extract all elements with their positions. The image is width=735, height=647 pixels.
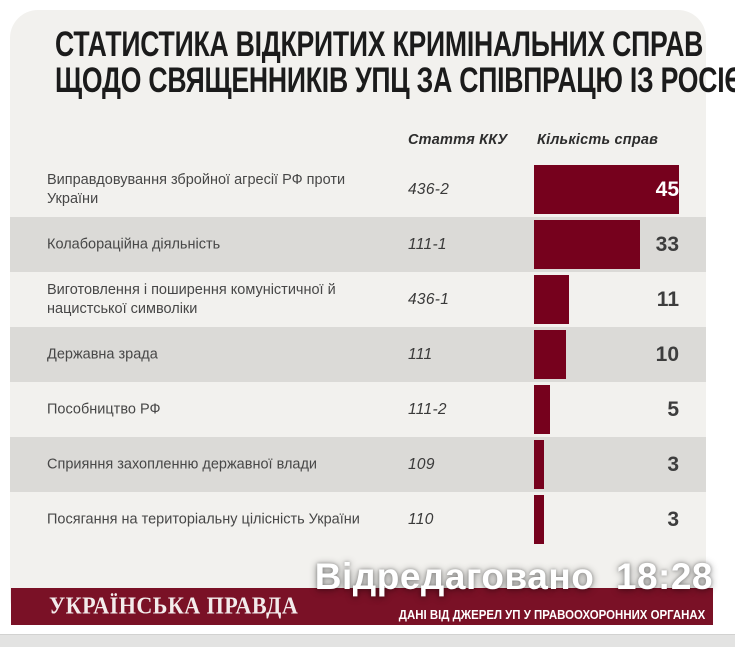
column-header-count: Кількість справ xyxy=(537,132,659,148)
bar-cell: 3 xyxy=(534,437,706,492)
brand-logo: УКРАЇНСЬКА ПРАВДА xyxy=(49,593,299,619)
row-value: 11 xyxy=(656,287,679,311)
column-header-article: Стаття ККУ xyxy=(408,132,508,148)
table-row: Сприяння захопленню державної влади 109 3 xyxy=(10,437,706,492)
row-value: 3 xyxy=(667,507,679,531)
bar-cell: 5 xyxy=(534,382,706,437)
row-value: 5 xyxy=(667,397,679,421)
chart-rows: Виправдовування збройної агресії РФ прот… xyxy=(10,162,706,547)
bar-cell: 11 xyxy=(534,272,706,327)
page-title: СТАТИСТИКА ВІДКРИТИХ КРИМІНАЛЬНИХ СПРАВ … xyxy=(55,27,735,99)
bar xyxy=(534,165,679,214)
row-label: Пособництво РФ xyxy=(47,401,161,417)
footer-band: УКРАЇНСЬКА ПРАВДА ДАНІ ВІД ДЖЕРЕЛ УП У П… xyxy=(11,588,713,625)
row-article: 436-2 xyxy=(408,180,450,198)
page-title-line1: СТАТИСТИКА ВІДКРИТИХ КРИМІНАЛЬНИХ СПРАВ xyxy=(55,25,704,64)
bar-cell: 3 xyxy=(534,492,706,547)
table-row: Виправдовування збройної агресії РФ прот… xyxy=(10,162,706,217)
row-article: 436-1 xyxy=(408,290,450,308)
row-value: 33 xyxy=(655,232,679,256)
bar-cell: 10 xyxy=(534,327,706,382)
row-label: Державна зрада xyxy=(47,346,158,362)
row-label: Колабораційна діяльність xyxy=(47,236,221,252)
row-article: 109 xyxy=(408,455,435,473)
edited-watermark: Відредаговано 18:28 xyxy=(314,556,713,597)
row-label: Сприяння захопленню державної влади xyxy=(47,456,318,472)
row-label: Виправдовування збройної агресії РФ прот… xyxy=(47,171,346,207)
table-row: Пособництво РФ 111-2 5 xyxy=(10,382,706,437)
bar xyxy=(534,440,544,489)
row-label: Посягання на територіальну цілісність Ук… xyxy=(47,511,360,527)
bar-cell: 33 xyxy=(534,217,706,272)
source-note: ДАНІ ВІД ДЖЕРЕЛ УП У ПРАВООХОРОННИХ ОРГА… xyxy=(398,607,705,622)
row-article: 111-2 xyxy=(408,400,447,418)
row-article: 110 xyxy=(408,510,434,528)
bar xyxy=(534,275,569,324)
table-row: Виготовлення і поширення комуністичної й… xyxy=(10,272,706,327)
table-row: Державна зрада 111 10 xyxy=(10,327,706,382)
bar xyxy=(534,495,544,544)
infographic-card: СТАТИСТИКА ВІДКРИТИХ КРИМІНАЛЬНИХ СПРАВ … xyxy=(10,10,735,625)
row-article: 111 xyxy=(408,345,433,363)
page-title-line2: ЩОДО СВЯЩЕННИКІВ УПЦ ЗА СПІВПРАЦЮ ІЗ РОС… xyxy=(55,61,735,100)
bar xyxy=(534,220,640,269)
bar xyxy=(534,330,566,379)
row-label: Виготовлення і поширення комуністичної й… xyxy=(47,281,336,317)
row-value: 3 xyxy=(667,452,679,476)
bar xyxy=(534,385,550,434)
table-row: Посягання на територіальну цілісність Ук… xyxy=(10,492,706,547)
device-background-strip xyxy=(0,634,735,647)
row-article: 111-1 xyxy=(408,235,447,253)
row-value: 45 xyxy=(655,177,679,201)
row-value: 10 xyxy=(655,342,679,366)
bar-cell: 45 xyxy=(534,162,706,217)
table-row: Колабораційна діяльність 111-1 33 xyxy=(10,217,706,272)
